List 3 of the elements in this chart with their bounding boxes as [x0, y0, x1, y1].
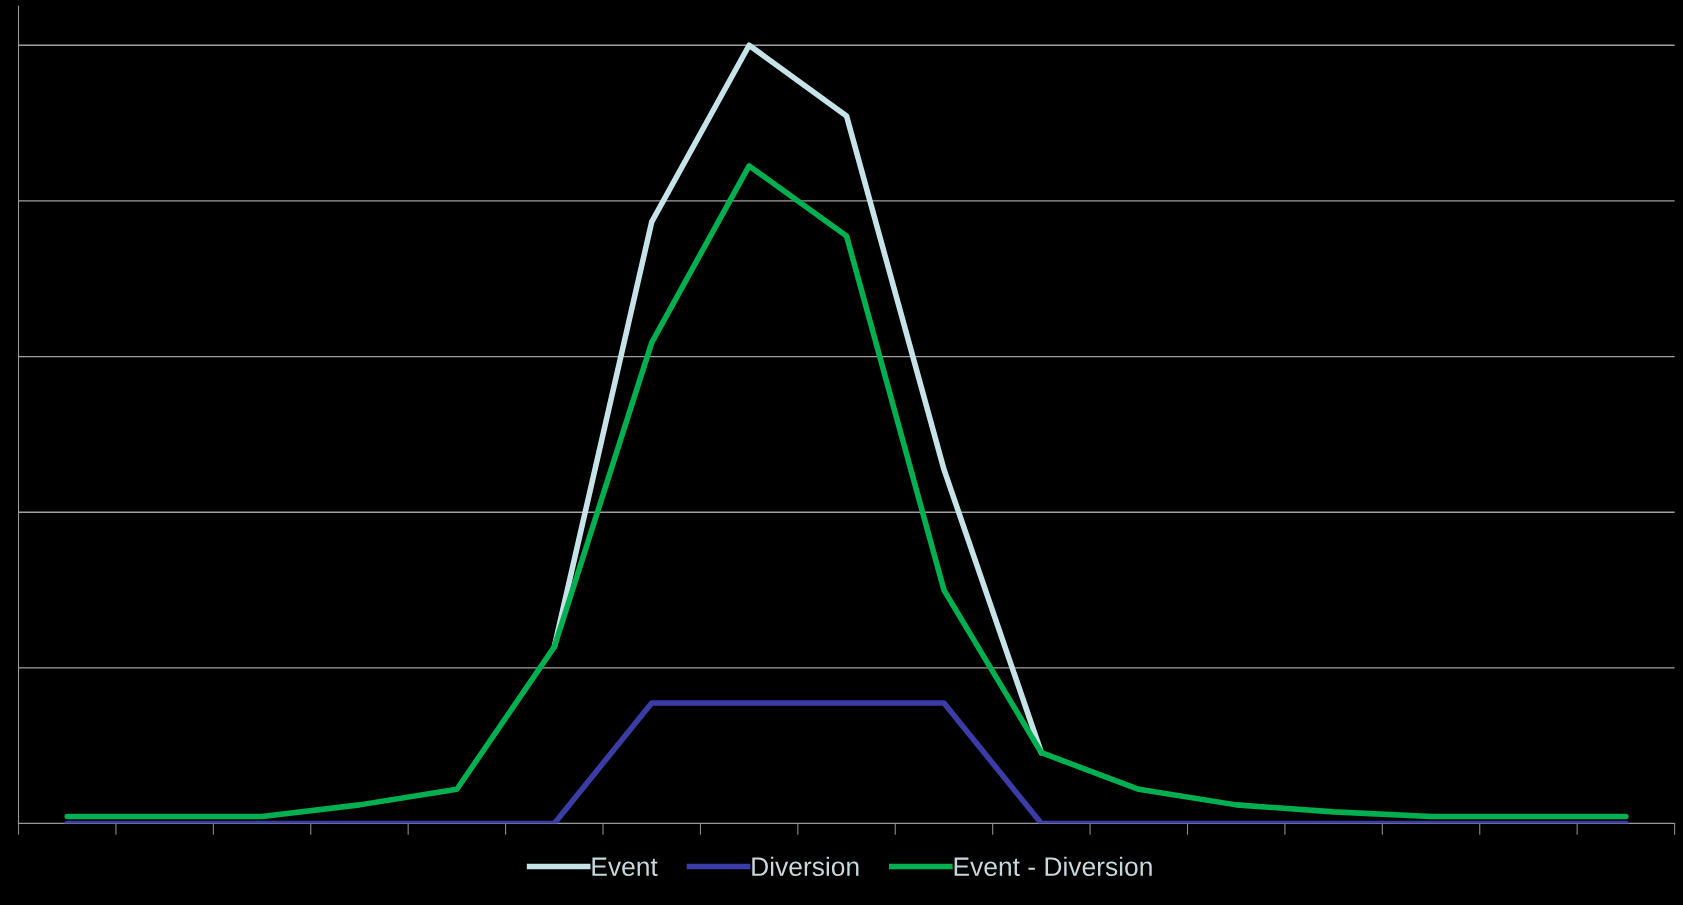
- legend-label: Diversion: [752, 856, 859, 877]
- legend-label: Event: [592, 857, 658, 877]
- legend-label: Event - Diversion: [954, 856, 1152, 877]
